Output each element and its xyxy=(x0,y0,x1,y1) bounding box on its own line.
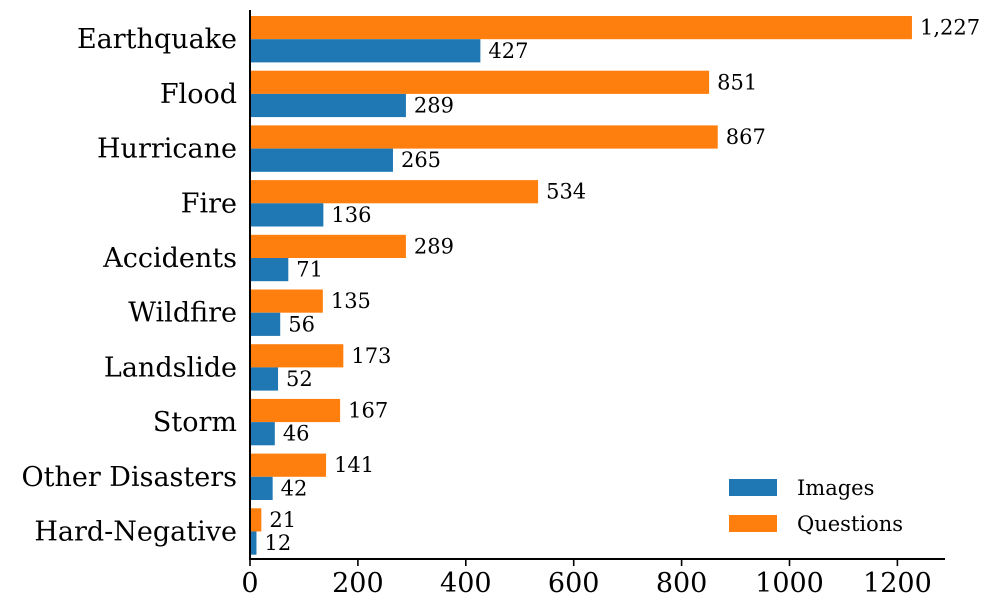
category-label-accidents: Accidents xyxy=(102,243,237,274)
category-label-other-disasters: Other Disasters xyxy=(21,462,237,493)
bar-questions-landslide xyxy=(250,344,344,368)
bar-images-hurricane xyxy=(250,148,393,172)
category-label-landslide: Landslide xyxy=(104,352,237,383)
data-label-images-hard-negative: 12 xyxy=(264,531,291,555)
data-label-images-other-disasters: 42 xyxy=(281,476,308,500)
category-label-storm: Storm xyxy=(153,407,237,438)
x-tick-label-1000: 1000 xyxy=(755,568,824,599)
bar-questions-earthquake xyxy=(250,16,912,40)
data-label-questions-fire: 534 xyxy=(546,180,586,204)
bar-questions-fire xyxy=(250,180,539,204)
bar-images-earthquake xyxy=(250,39,481,63)
legend-swatch-questions xyxy=(729,515,777,532)
data-label-images-flood: 289 xyxy=(414,94,454,118)
x-tick-label-1200: 1200 xyxy=(863,568,932,599)
x-tick-label-800: 800 xyxy=(656,568,708,599)
data-label-images-hurricane: 265 xyxy=(401,148,441,172)
bar-images-landslide xyxy=(250,367,279,391)
bar-images-accidents xyxy=(250,258,289,282)
data-label-questions-hard-negative: 21 xyxy=(269,508,296,532)
x-tick-label-400: 400 xyxy=(440,568,492,599)
bar-questions-other-disasters xyxy=(250,453,327,477)
category-label-hard-negative: Hard-Negative xyxy=(34,517,237,548)
x-tick-label-0: 0 xyxy=(241,568,258,599)
data-label-questions-flood: 851 xyxy=(717,70,757,94)
bar-questions-storm xyxy=(250,398,341,423)
bar-questions-hurricane xyxy=(250,125,718,149)
data-label-questions-storm: 167 xyxy=(348,399,388,423)
bar-images-hard-negative xyxy=(250,531,257,555)
data-label-images-accidents: 71 xyxy=(296,258,323,282)
bar-questions-accidents xyxy=(250,234,406,258)
data-label-questions-hurricane: 867 xyxy=(726,125,766,149)
x-axis-ticks: 0 200 400 600 800 1000 1200 xyxy=(241,559,932,599)
bar-questions-wildfire xyxy=(250,289,323,313)
data-label-images-storm: 46 xyxy=(283,422,310,446)
data-label-questions-wildfire: 135 xyxy=(331,289,371,313)
bar-questions-flood xyxy=(250,70,710,94)
category-labels: Earthquake Flood Hurricane Fire Accidents Wil… xyxy=(21,24,237,547)
bar-images-wildfire xyxy=(250,312,281,336)
legend-swatch-images xyxy=(729,479,777,496)
bar-questions-hard-negative xyxy=(250,508,262,532)
data-labels: 1,227 427 851 289 867 265 534 136 289 71 135 56 173 5… xyxy=(264,16,980,555)
data-label-images-fire: 136 xyxy=(331,203,371,227)
bars-group xyxy=(250,16,912,555)
data-label-questions-earthquake: 1,227 xyxy=(920,16,980,40)
category-label-wildfire: Wildfire xyxy=(128,298,237,329)
category-label-flood: Flood xyxy=(160,79,237,110)
bar-images-flood xyxy=(250,93,406,118)
category-label-fire: Fire xyxy=(181,188,237,219)
legend-label-images: Images xyxy=(797,476,874,500)
data-label-questions-accidents: 289 xyxy=(414,234,454,258)
x-tick-label-200: 200 xyxy=(332,568,384,599)
bar-images-fire xyxy=(250,203,324,227)
data-label-images-earthquake: 427 xyxy=(488,39,528,63)
data-label-questions-landslide: 173 xyxy=(351,344,391,368)
category-label-earthquake: Earthquake xyxy=(77,24,237,55)
legend: Images Questions xyxy=(729,476,903,536)
data-label-images-wildfire: 56 xyxy=(288,312,315,336)
data-label-questions-other-disasters: 141 xyxy=(334,453,374,477)
x-tick-label-600: 600 xyxy=(548,568,600,599)
bar-images-storm xyxy=(250,422,275,446)
bar-images-other-disasters xyxy=(250,476,273,500)
legend-label-questions: Questions xyxy=(797,512,903,536)
category-label-hurricane: Hurricane xyxy=(97,134,237,165)
data-label-images-landslide: 52 xyxy=(286,367,313,391)
